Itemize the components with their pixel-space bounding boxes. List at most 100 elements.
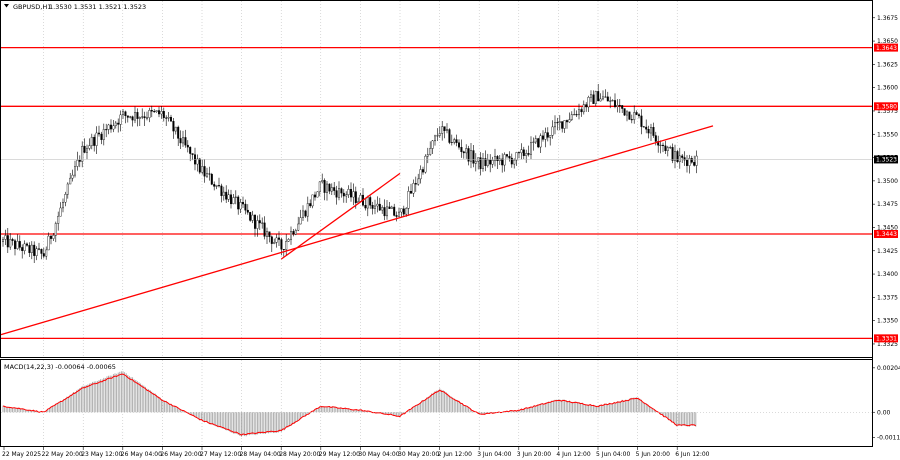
- candle-body: [181, 137, 184, 144]
- candle-body: [203, 166, 206, 177]
- candle-body: [642, 126, 645, 128]
- candle-body: [568, 119, 571, 123]
- candle-body: [217, 185, 220, 187]
- candle-body: [229, 194, 232, 205]
- time-label: 26 May 20:00: [160, 451, 201, 458]
- candle-body: [205, 173, 208, 177]
- candle-body: [347, 189, 350, 195]
- macd-axis: 0.00204 0.00 -0.00116: [872, 365, 900, 442]
- candle-body: [369, 197, 372, 206]
- candle-body: [18, 241, 21, 248]
- candle-body: [602, 96, 605, 100]
- candle-body: [383, 207, 386, 217]
- time-label: 2 Jun 12:00: [438, 451, 472, 458]
- candle-body: [431, 140, 434, 149]
- candle-body: [609, 100, 612, 102]
- candle-body: [76, 159, 79, 167]
- candle-body: [623, 108, 626, 116]
- candle-body: [100, 133, 103, 140]
- time-label: 5 Jun 04:00: [596, 451, 630, 458]
- candle-body: [258, 220, 261, 224]
- candle-body: [246, 209, 249, 213]
- time-label: 30 May 04:00: [358, 451, 399, 458]
- macd-tick-label: 0.00: [877, 409, 891, 416]
- candle-body: [316, 191, 319, 198]
- level-price-tag-label: 1.3580: [876, 104, 897, 111]
- candle-body: [261, 222, 264, 224]
- candle-body: [266, 231, 269, 237]
- candle-body: [496, 156, 499, 162]
- level-price-tag: [874, 102, 898, 111]
- candle-body: [232, 197, 235, 205]
- candle-body: [213, 184, 216, 187]
- candle-body: [597, 91, 600, 102]
- trend-lines[interactable]: [0, 125, 714, 336]
- candle-body: [515, 152, 518, 161]
- price-tick-label: 1.3400: [877, 271, 898, 278]
- candle-body: [290, 231, 293, 240]
- candle-body: [133, 112, 136, 121]
- candle-body: [395, 215, 398, 217]
- trend-line: [0, 125, 714, 336]
- candle-body: [191, 153, 194, 155]
- candle-body: [441, 126, 444, 134]
- candle-body: [652, 127, 655, 136]
- candle-body: [237, 196, 240, 210]
- support-resistance-levels[interactable]: [1, 46, 872, 340]
- candle-body: [486, 159, 489, 166]
- candle-body: [69, 177, 72, 185]
- candle-body: [580, 109, 583, 113]
- candle-body: [414, 183, 417, 185]
- candle-body: [654, 135, 657, 142]
- candle-body: [107, 124, 110, 130]
- candle-body: [640, 115, 643, 127]
- candle-body: [33, 244, 36, 256]
- candle-body: [429, 148, 432, 155]
- time-label: 27 May 12:00: [200, 451, 241, 458]
- candle-body: [417, 178, 420, 185]
- candle-body: [498, 158, 501, 162]
- candle-body: [42, 253, 45, 257]
- candle-body: [153, 111, 156, 113]
- candle-body: [489, 159, 492, 165]
- candle-body: [184, 137, 187, 146]
- level-price-tag-label: 1.3331: [876, 336, 897, 343]
- candle-body: [386, 206, 389, 217]
- candle-body: [678, 155, 681, 162]
- candle-body: [554, 122, 557, 128]
- candle-body: [398, 211, 401, 217]
- candle-body: [57, 215, 60, 224]
- candle-body: [352, 191, 355, 198]
- candle-body: [97, 132, 100, 135]
- candle-body: [220, 185, 223, 196]
- candle-body: [575, 114, 578, 116]
- candle-body: [570, 114, 573, 120]
- candle-body: [405, 208, 408, 215]
- candle-body: [434, 135, 437, 142]
- ohlc-values: 1.3530 1.3531 1.3521 1.3523: [49, 3, 146, 11]
- candle-body: [422, 169, 425, 173]
- candle-body: [311, 194, 314, 207]
- price-axis: 1.3675 1.3650 1.3625 1.3600 1.3575 1.3550 1.35…: [872, 15, 898, 348]
- candle-body: [436, 135, 439, 137]
- price-tick-label: 1.3550: [877, 131, 898, 138]
- candle-body: [13, 240, 16, 249]
- candle-body: [340, 188, 343, 194]
- candle-body: [450, 141, 453, 143]
- candle-body: [318, 181, 321, 193]
- candle-body: [508, 156, 511, 159]
- candle-body: [30, 244, 33, 253]
- chart-header[interactable]: GBPUSD,H1 1.3530 1.3531 1.3521 1.3523: [4, 3, 146, 11]
- candle-body: [472, 150, 475, 164]
- time-label: 6 Jun 12:00: [675, 451, 709, 458]
- candle-body: [400, 208, 403, 213]
- time-label: 28 May 20:00: [279, 451, 320, 458]
- candle-body: [64, 194, 67, 203]
- candle-body: [9, 239, 12, 248]
- price-tick-label: 1.3575: [877, 108, 898, 115]
- candle-body: [561, 121, 564, 129]
- candle-body: [549, 135, 552, 138]
- triangle-down-icon[interactable]: [4, 4, 9, 8]
- candle-body: [126, 115, 129, 118]
